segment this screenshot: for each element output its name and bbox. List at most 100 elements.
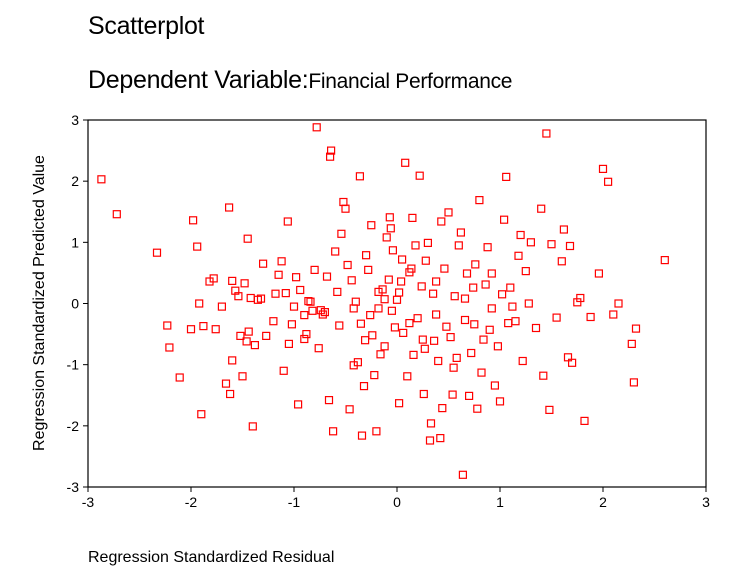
scatter-point: [481, 280, 490, 289]
scatter-point: [112, 210, 121, 219]
scatter-point: [442, 322, 451, 331]
scatter-point: [384, 275, 393, 284]
scatter-point: [242, 337, 251, 346]
scatter-point: [537, 204, 546, 213]
scatter-point: [370, 371, 379, 380]
x-tick-label: 1: [496, 494, 504, 510]
scatter-point: [524, 299, 533, 308]
scatter-point: [614, 299, 623, 308]
scatter-point: [318, 310, 327, 319]
scatter-point: [152, 248, 162, 257]
scatter-point: [413, 314, 422, 323]
scatter-point: [193, 242, 202, 251]
scatter-point: [405, 268, 414, 277]
scatter-point: [395, 399, 404, 408]
scatter-point: [357, 431, 367, 440]
scatter-point: [329, 427, 338, 436]
scatter-point: [374, 304, 383, 313]
scatter-point: [390, 323, 399, 332]
scatter-point: [283, 217, 292, 226]
scatter-point: [335, 321, 344, 330]
scatter-point: [372, 427, 381, 436]
scatter-point: [287, 320, 296, 329]
scatter-point: [567, 358, 577, 367]
scatter-point: [217, 302, 226, 311]
scatter-point: [271, 289, 280, 298]
scatter-point: [487, 304, 496, 313]
scatter-point: [347, 276, 356, 285]
scatter-point: [411, 241, 420, 250]
y-tick-label: -1: [67, 357, 80, 373]
scatter-point: [374, 287, 383, 296]
scatter-point: [401, 158, 410, 167]
scatter-point: [409, 350, 418, 359]
scatter-point: [539, 371, 548, 380]
scatter-point: [186, 325, 196, 334]
scatter-point: [557, 257, 566, 266]
scatter-point: [462, 269, 472, 278]
x-tick-label: 0: [393, 494, 401, 510]
y-tick-label: -2: [67, 418, 80, 434]
scatter-point: [312, 123, 321, 132]
scatter-point: [234, 292, 243, 301]
scatter-point: [341, 204, 350, 213]
scatter-point: [506, 283, 515, 292]
scatter-point: [399, 328, 408, 337]
scatter-point: [434, 356, 443, 366]
scatter-point: [479, 335, 488, 344]
scatter-point: [382, 233, 391, 242]
scatter-point: [326, 152, 335, 161]
scatter-point: [660, 256, 669, 265]
scatter-point: [199, 322, 208, 331]
scatter-point: [165, 343, 174, 352]
scatter-point: [320, 308, 329, 317]
scatter-point: [415, 171, 424, 180]
chart-title: Scatterplot: [88, 12, 205, 40]
y-tick-label: 2: [71, 173, 79, 189]
scatter-point: [296, 285, 305, 295]
scatter-point: [388, 246, 397, 255]
scatter-point: [238, 372, 247, 381]
y-tick-label: -3: [67, 479, 80, 495]
scatter-point: [475, 196, 484, 205]
scatter-point: [458, 470, 467, 479]
scatter-point: [314, 344, 323, 353]
scatter-point: [498, 290, 507, 299]
scatter-point: [545, 405, 554, 414]
x-tick-label: -1: [288, 494, 301, 510]
scatter-point: [397, 277, 406, 286]
y-tick-label: 1: [71, 234, 79, 250]
scatter-point: [300, 334, 309, 344]
axes: -3 -2 -1 0 1 2 3 3 2 1 0 -1 -2 -3: [67, 112, 711, 510]
scatter-point: [467, 348, 476, 358]
scatter-point: [542, 129, 551, 138]
scatter-point: [450, 292, 459, 301]
scatter-point: [395, 288, 404, 297]
scatter-point: [398, 255, 407, 264]
scatter-point: [361, 336, 370, 345]
scatter-point: [262, 331, 271, 340]
scatter-point: [452, 353, 461, 362]
scatter-point: [244, 327, 253, 336]
scatter-point: [454, 241, 463, 250]
scatter-point: [483, 243, 492, 252]
scatter-point: [310, 265, 319, 274]
scatter-point: [289, 302, 299, 311]
scatter-point: [277, 257, 286, 266]
scatter-point: [294, 400, 303, 409]
scatter-point: [469, 283, 478, 292]
scatter-point: [333, 287, 342, 296]
scatter-point: [508, 302, 517, 311]
scatter-point: [163, 321, 172, 330]
scatter-point: [526, 238, 536, 247]
scatter-point: [609, 310, 618, 319]
scatter-point: [531, 323, 541, 333]
scatter-point: [418, 335, 427, 344]
scatter-point: [565, 241, 575, 251]
chart-subtitle: Dependent Variable:Financial Performance: [88, 66, 512, 95]
scatter-point: [327, 146, 336, 155]
scatter-point: [175, 373, 184, 382]
scatter-point: [436, 434, 445, 443]
scatter-point: [603, 177, 613, 186]
